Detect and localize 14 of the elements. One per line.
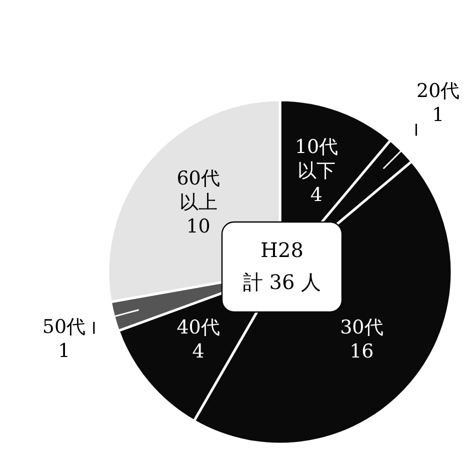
slice-label: 30代 <box>340 316 384 338</box>
slice-label: 50代 <box>42 316 86 338</box>
data-label: 4 <box>310 184 323 206</box>
text: 計 36 人 <box>242 270 322 294</box>
data-label: 1 <box>58 340 70 362</box>
data-label: 1 <box>432 104 444 126</box>
slice-label: 40代 <box>176 316 220 338</box>
data-label: 16 <box>350 340 374 362</box>
text: H28 <box>260 238 304 262</box>
slice-label: 10代以下 <box>294 136 338 182</box>
slice-label: 60代以上 <box>176 167 220 214</box>
data-label: 4 <box>192 340 204 362</box>
slice-label: 20代 <box>416 80 460 102</box>
data-label: 10 <box>186 215 210 238</box>
